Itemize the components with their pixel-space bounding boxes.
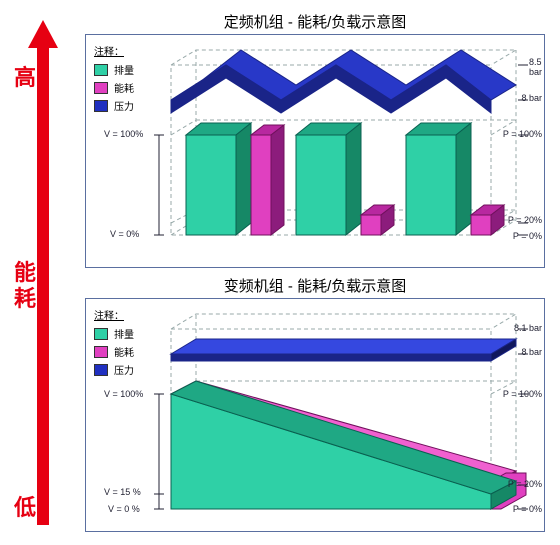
arrow-label-high: 高 bbox=[14, 60, 36, 92]
c1-v0: V = 0% bbox=[110, 229, 139, 239]
bar-group-2 bbox=[296, 123, 394, 235]
volume-wedge bbox=[171, 381, 516, 509]
c1-v100: V = 100% bbox=[104, 129, 143, 139]
c2-v100: V = 100% bbox=[104, 389, 143, 399]
c2-v15: V = 15 % bbox=[104, 487, 141, 497]
c1-8bar: 8 bar bbox=[521, 93, 542, 103]
c2-8bar: 8 bar bbox=[521, 347, 542, 357]
chart2-svg bbox=[86, 299, 544, 531]
pressure-wave bbox=[171, 50, 516, 113]
chart1-title: 定频机组 - 能耗/负载示意图 bbox=[86, 11, 544, 32]
c1-p0: P = 0% bbox=[513, 231, 542, 241]
bar-group-1 bbox=[186, 123, 284, 235]
chart-var-freq: 变频机组 - 能耗/负载示意图 注释： 排量 能耗 压力 bbox=[85, 298, 545, 532]
c2-81bar: 8.1 bar bbox=[514, 323, 542, 333]
c2-p100: P = 100% bbox=[503, 389, 542, 399]
chart2-title: 变频机组 - 能耗/负载示意图 bbox=[86, 275, 544, 296]
c2-p20: P = 20% bbox=[508, 479, 542, 489]
arrow-label-mid: 能 耗 bbox=[14, 260, 36, 312]
chart-fixed-freq: 定频机组 - 能耗/负载示意图 注释： 排量 能耗 压力 bbox=[85, 34, 545, 268]
energy-axis: 高 能 耗 低 bbox=[8, 20, 78, 530]
c1-p100: P = 100% bbox=[503, 129, 542, 139]
chart1-svg bbox=[86, 35, 544, 267]
bar-group-3 bbox=[406, 123, 504, 235]
c1-p20: P = 20% bbox=[508, 215, 542, 225]
arrow-label-low: 低 bbox=[14, 490, 36, 522]
c2-p0: P = 0% bbox=[513, 504, 542, 514]
pressure-slab bbox=[171, 339, 516, 361]
c2-v0: V = 0 % bbox=[108, 504, 140, 514]
c1-85bar: 8.5 bar bbox=[529, 57, 542, 77]
